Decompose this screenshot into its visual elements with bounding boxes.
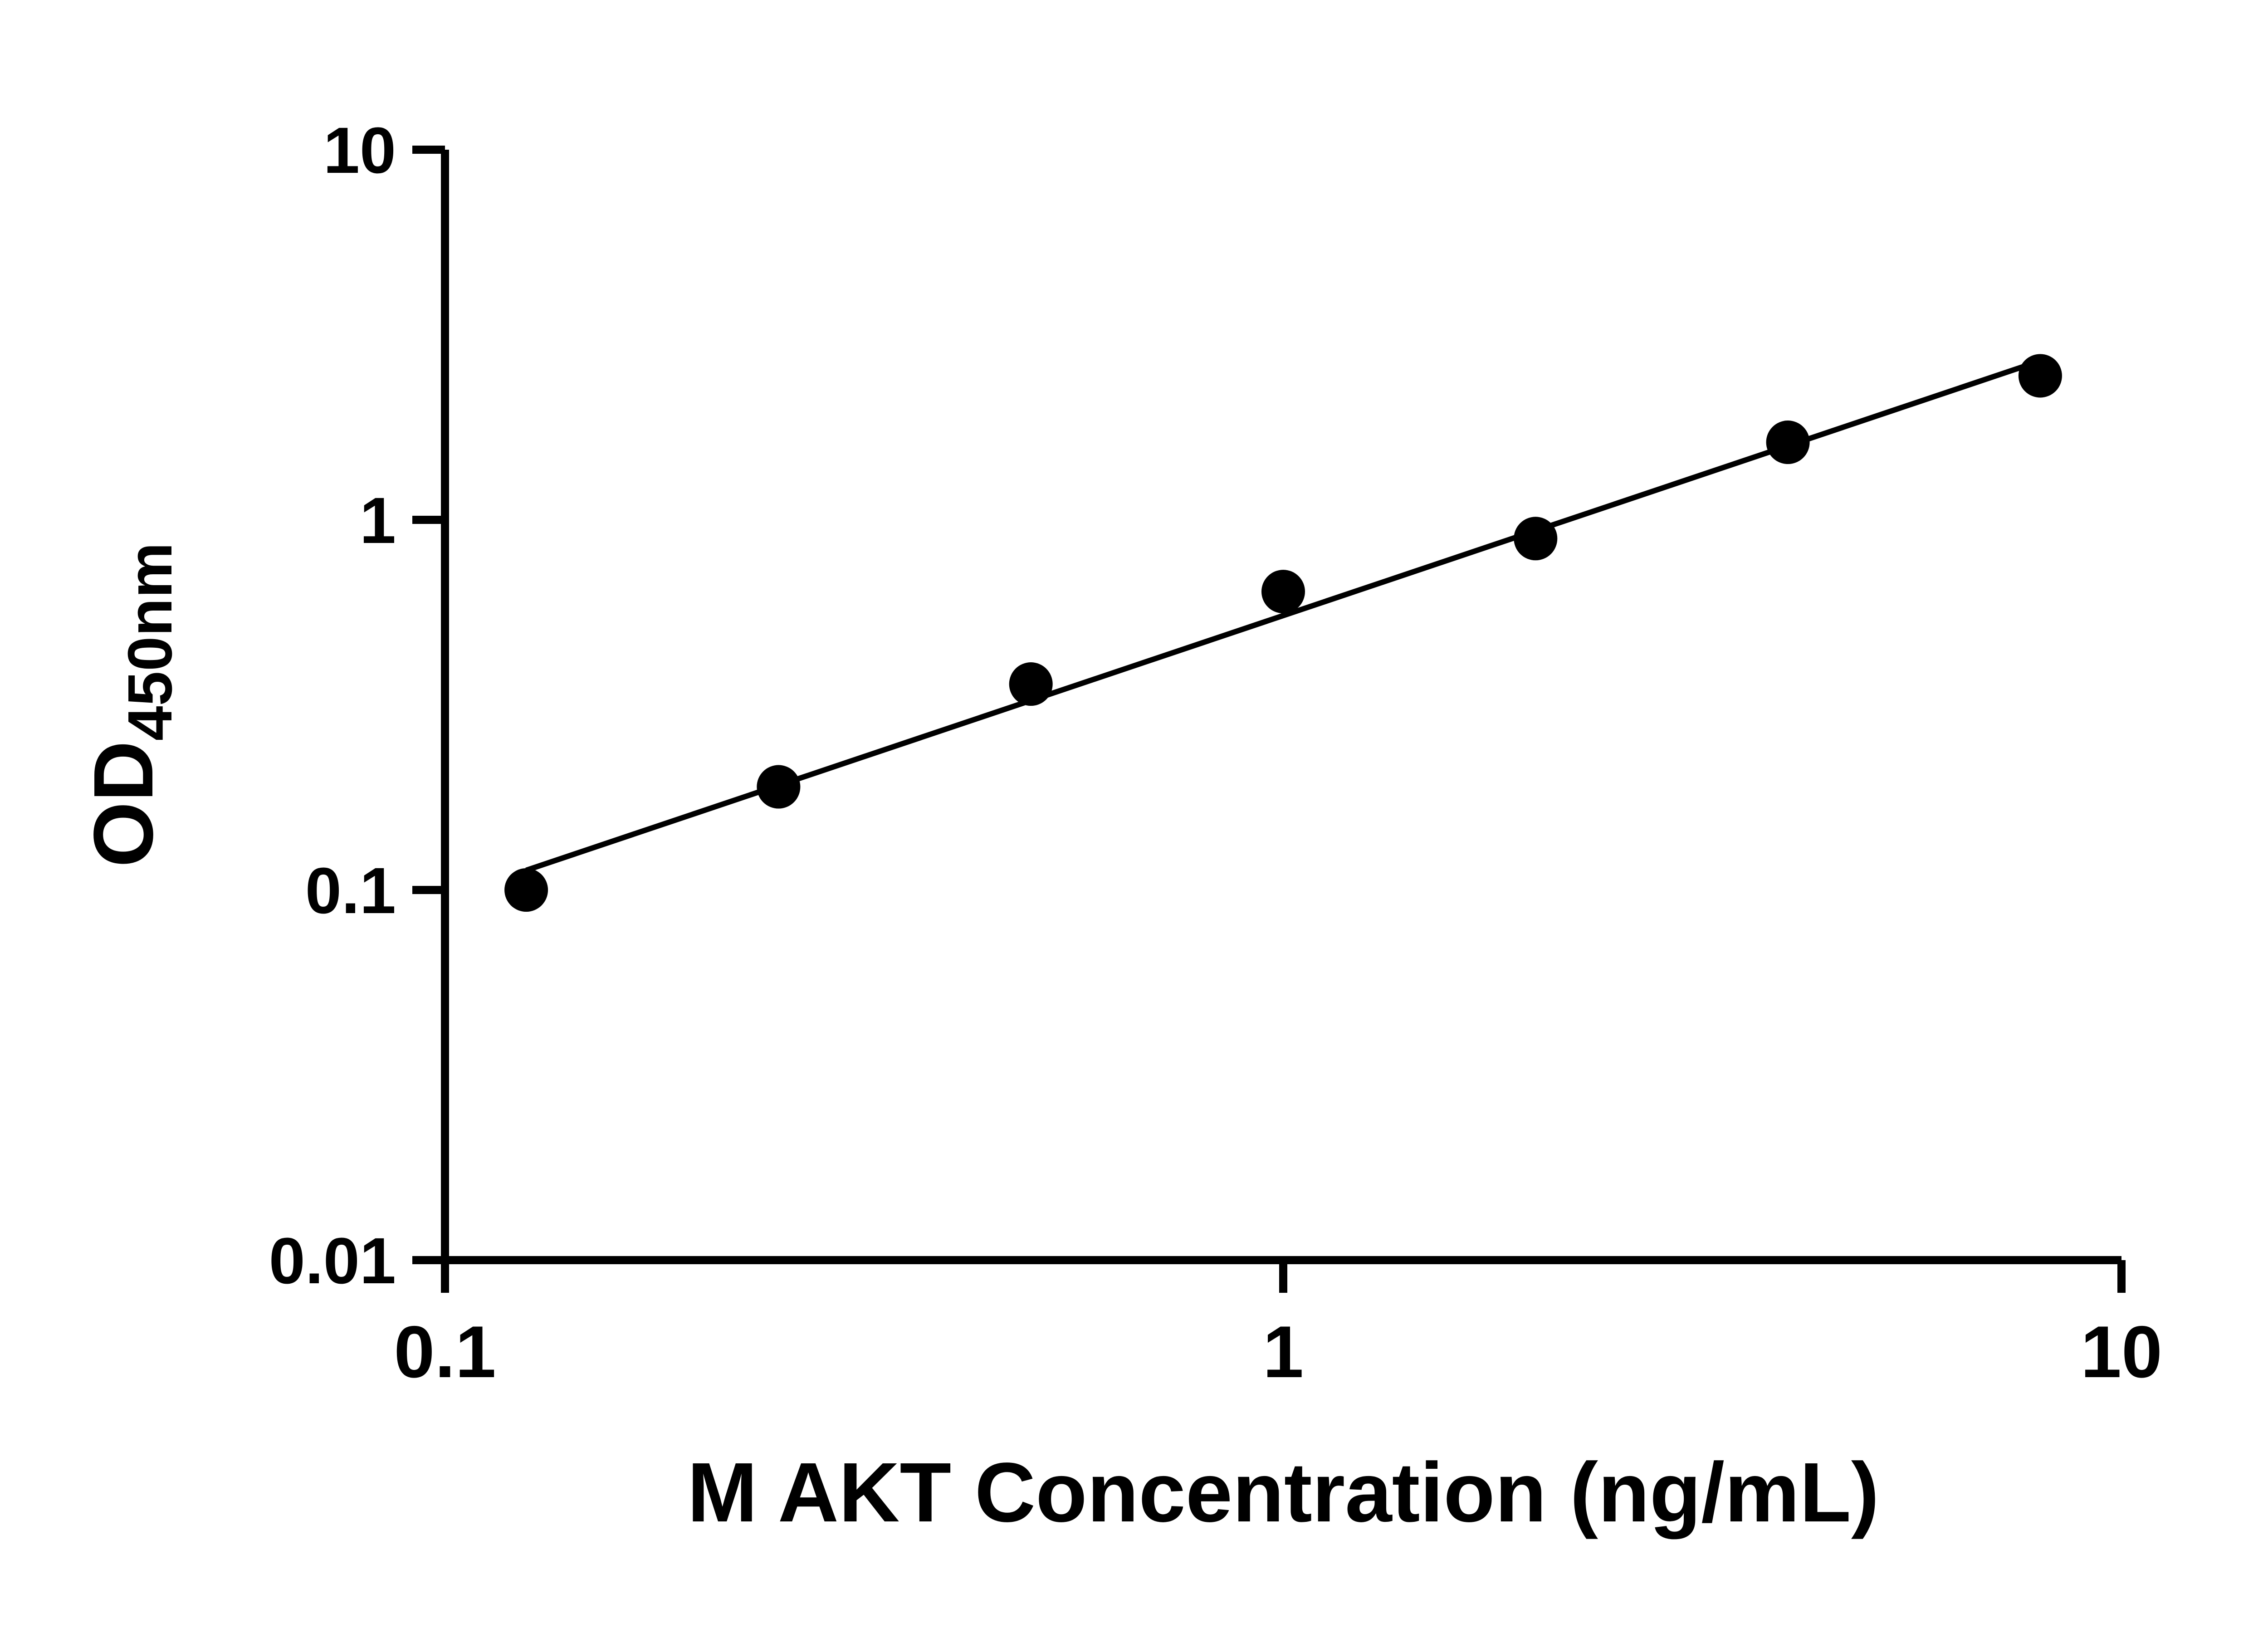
axis-lines bbox=[441, 150, 2121, 1264]
data-point bbox=[2018, 354, 2062, 398]
x-tick-label: 0.1 bbox=[394, 1311, 496, 1393]
data-point bbox=[757, 765, 801, 809]
x-tick-label: 1 bbox=[1263, 1311, 1304, 1393]
data-point bbox=[1261, 570, 1305, 614]
x-tick-label: 10 bbox=[2081, 1311, 2162, 1393]
y-tick-label: 0.01 bbox=[269, 1224, 396, 1297]
x-axis-title: M AKT Concentration (ng/mL) bbox=[687, 1446, 1879, 1540]
y-axis-title-main: OD bbox=[77, 741, 171, 867]
data-point bbox=[504, 868, 548, 912]
fit-line bbox=[525, 358, 2041, 873]
y-tick-label: 1 bbox=[360, 484, 396, 557]
data-point bbox=[1009, 662, 1053, 706]
y-tick-label: 10 bbox=[323, 114, 396, 187]
y-tick-label: 0.1 bbox=[305, 854, 396, 927]
plot-area: 0.01 0.1 1 10 0.1 1 10 bbox=[269, 114, 2162, 1393]
data-point bbox=[1514, 517, 1558, 561]
y-axis-title: OD450nm bbox=[77, 543, 185, 867]
y-axis-title-subscript: 450nm bbox=[115, 543, 185, 741]
data-point bbox=[1766, 420, 1810, 464]
